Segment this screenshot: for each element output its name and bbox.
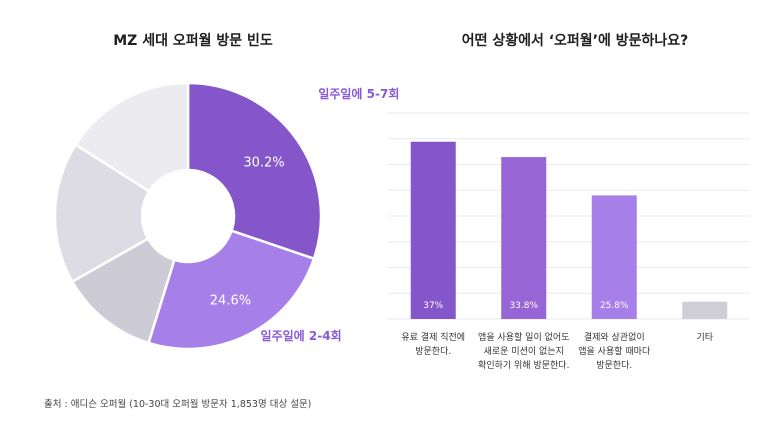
pie-callout-label-0: 일주일에 5-7회 <box>318 86 399 101</box>
bar-category-label-0-line-1: 방문한다. <box>415 346 451 357</box>
bar-3 <box>682 301 728 319</box>
source-footnote: 출처 : 애디슨 오퍼월 (10-30대 오퍼월 방문자 1,853명 대상 설… <box>44 399 312 410</box>
bar-1 <box>501 157 547 319</box>
bar-0 <box>410 141 456 319</box>
pie-value-label-1: 24.6% <box>210 293 251 308</box>
bar-category-label-2-line-0: 결제와 상관없이 <box>584 331 645 343</box>
bar-category-label-1-line-2: 확인하기 위해 방문한다. <box>478 359 569 371</box>
pie-slice-4 <box>73 81 190 194</box>
pie-slice-1 <box>146 229 316 351</box>
bar-chart-title: 어떤 상황에서 ‘오퍼월’에 방문하나요? <box>461 33 689 49</box>
bar-category-label-2-line-1: 앱을 사용할 때마다 <box>578 345 651 357</box>
bar-value-label-1: 33.8% <box>509 301 538 311</box>
bar-category-label-0-line-0: 유료 결제 직전에 <box>401 332 465 343</box>
bar-category-label-2-line-2: 방문한다. <box>596 360 632 371</box>
bar-category-label-1-line-0: 앱을 사용할 일이 없어도 <box>478 331 569 343</box>
pie-slice-0 <box>186 81 323 261</box>
pie-value-label-0: 30.2% <box>243 156 284 171</box>
pie-slice-3 <box>53 143 151 284</box>
bar-value-label-0: 37% <box>423 301 443 311</box>
pie-callout-label-1: 일주일에 2-4회 <box>261 328 342 343</box>
bar-category-label-1-line-1: 새로운 미션이 없는지 <box>484 346 564 357</box>
pie-chart-title: MZ 세대 오퍼월 방문 빈도 <box>113 33 273 49</box>
bar-category-label-3-line-0: 기타 <box>696 332 713 343</box>
bar-value-label-2: 25.8% <box>600 301 629 311</box>
bar-2 <box>591 195 637 319</box>
